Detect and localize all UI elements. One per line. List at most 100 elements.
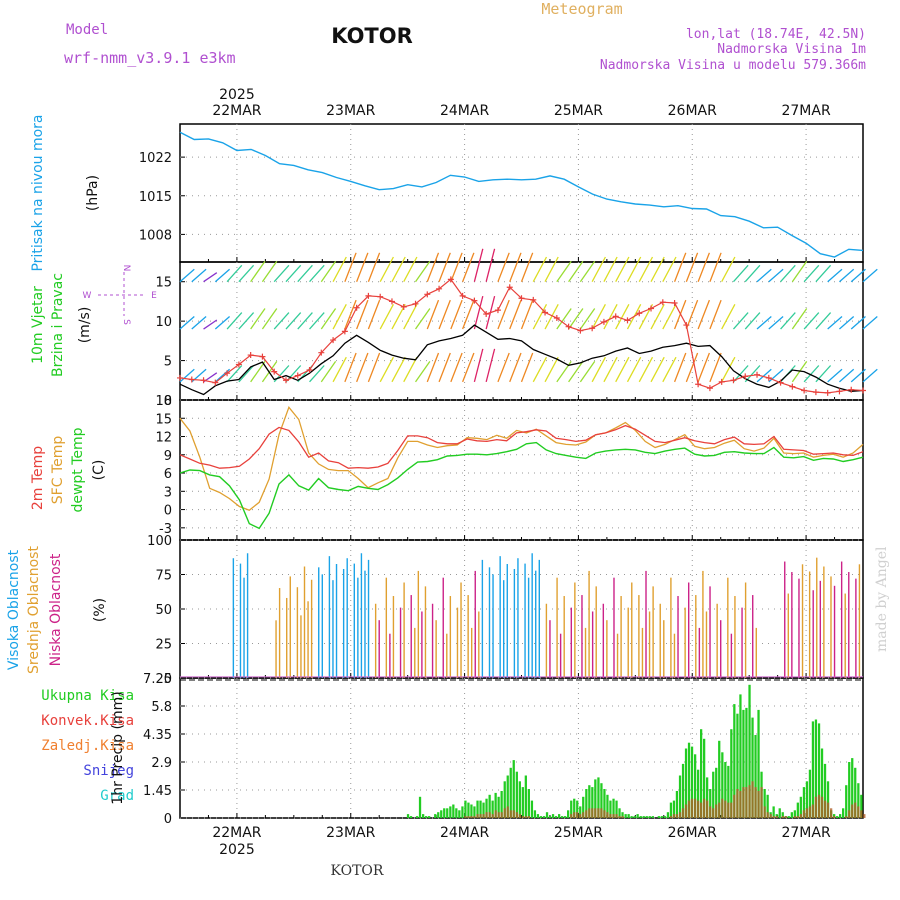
total-precip-bar: [811, 721, 815, 818]
conv-precip-bar: [473, 816, 476, 818]
total-precip-bar: [509, 767, 512, 818]
compass-cross: [98, 272, 146, 316]
mid-cloud-title: Srednja Oblacnost: [26, 546, 42, 674]
gust-marker: [400, 303, 407, 310]
wind-barb: [203, 272, 218, 283]
total-precip-bar: [558, 814, 561, 818]
total-precip-bar: [621, 812, 624, 818]
wind-barb: [367, 299, 381, 330]
total-precip-bar: [521, 787, 524, 818]
wind-ylabel: (m/s): [77, 307, 93, 344]
wind-barb: [391, 356, 406, 383]
sfc-title: SFC Temp: [50, 436, 66, 505]
sfc-temp-line: [179, 405, 864, 511]
total-precip-bar: [585, 789, 588, 818]
y-tick-label-3: 6: [164, 467, 172, 482]
conv-precip-bar: [860, 810, 863, 818]
total-precip-bar: [567, 810, 570, 818]
wind-barb: [403, 256, 418, 283]
total-precip-bar: [854, 767, 857, 818]
total-precip-bar: [576, 800, 579, 818]
wind-barb: [414, 361, 431, 383]
wind-title2: Brzina i Pravac: [50, 273, 66, 377]
y-tick-label-1: 1022: [139, 151, 172, 166]
wind-barb: [250, 361, 266, 383]
compass-s: S: [121, 319, 131, 325]
gust-marker: [518, 295, 525, 302]
gust-marker: [459, 292, 466, 299]
conv-precip-bar: [500, 812, 503, 818]
wind-barb: [462, 299, 475, 330]
gust-marker: [754, 371, 761, 378]
wind-barb: [332, 256, 347, 283]
total-precip-bar: [851, 758, 854, 818]
gust-marker: [624, 317, 631, 324]
total-precip-bar: [536, 814, 540, 818]
conv-precip-bar: [730, 802, 733, 818]
total-precip-bar: [666, 812, 670, 818]
total-precip-bar: [612, 798, 615, 818]
total-precip-bar: [533, 810, 537, 818]
y-tick-label-3: 9: [164, 449, 172, 464]
wind-barb: [850, 316, 866, 330]
wind-barb: [544, 256, 559, 283]
wind-barb: [780, 312, 796, 330]
wind-barb: [626, 356, 642, 383]
conv-precip-bar: [506, 806, 509, 818]
gust-marker: [506, 284, 513, 291]
wind-barb: [685, 299, 699, 330]
y-tick-label-5: 2.9: [151, 756, 172, 771]
lonlat-label: lon,lat (18.74E, 42.5N): [686, 27, 866, 42]
conv-precip-bar: [863, 814, 866, 818]
wind-barb: [379, 303, 394, 330]
wind-barb: [532, 356, 548, 383]
total-precip-bar: [539, 816, 543, 818]
wind-barb: [721, 356, 736, 383]
precip-legend-1: Konvek.Kisa: [41, 713, 134, 729]
top-date-label: 26MAR: [668, 103, 717, 119]
conv-precip-bar: [712, 808, 715, 818]
conv-precip-bar: [672, 814, 676, 818]
conv-precip-bar: [802, 810, 806, 818]
total-precip-bar: [836, 816, 839, 818]
wind-barb: [815, 264, 832, 283]
total-precip-bar: [633, 816, 636, 818]
wind-barb: [815, 312, 832, 330]
conv-precip-bar: [464, 816, 467, 818]
wind-barb: [803, 312, 820, 330]
total-precip-bar: [790, 812, 793, 818]
wind-barb: [509, 299, 522, 330]
y-tick-label-1: 1008: [139, 228, 172, 243]
gust-marker: [424, 291, 431, 298]
wind-barb: [485, 348, 496, 383]
compass-w: W: [83, 291, 92, 301]
wind-barb: [732, 264, 749, 283]
wind-barb: [839, 268, 855, 283]
gust-marker: [648, 305, 655, 312]
total-precip-bar: [669, 802, 673, 818]
total-precip-bar: [709, 789, 712, 818]
conv-precip-bar: [491, 814, 494, 818]
compass-e: E: [151, 291, 157, 301]
watermark: made by Angel: [874, 546, 890, 652]
conv-precip-bar: [748, 785, 751, 818]
wind-barb: [520, 352, 534, 383]
wind-barb: [191, 268, 207, 283]
total-precip-bar: [817, 723, 821, 818]
model-label: Model: [66, 22, 108, 38]
conv-precip-bar: [766, 812, 769, 818]
wind-barb: [179, 268, 195, 283]
y-tick-label-5: 5.8: [151, 700, 172, 715]
wind-barb: [791, 260, 808, 283]
conv-precip-bar: [482, 814, 485, 818]
wind-barb: [780, 264, 796, 283]
total-precip-bar: [739, 694, 742, 818]
gust-marker: [365, 292, 372, 299]
total-precip-bar: [724, 762, 727, 818]
wind-barb: [226, 264, 243, 283]
total-precip-bar: [551, 814, 555, 818]
gust-marker: [542, 309, 549, 316]
total-precip-bar: [627, 814, 630, 818]
total-precip-bar: [449, 806, 452, 818]
y-tick-label-5: 0: [164, 812, 172, 827]
